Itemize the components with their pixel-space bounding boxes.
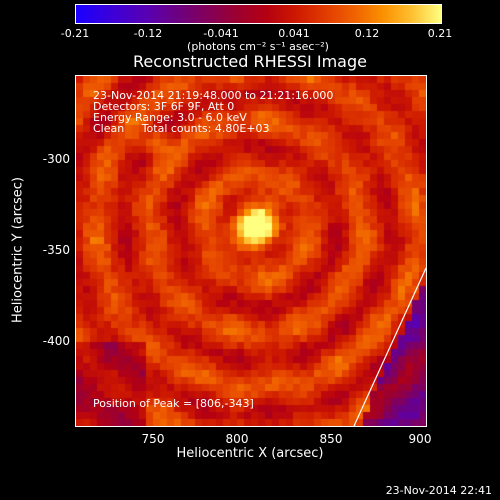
annotation-detectors: Detectors: 3F 6F 9F, Att 0 xyxy=(93,100,235,113)
plot-area xyxy=(75,75,427,427)
colorbar-tick: 0.12 xyxy=(354,27,380,40)
colorbar-tick: -0.12 xyxy=(133,27,163,40)
colorbar-tick: 0.041 xyxy=(278,27,310,40)
colorbar-tick: 0.21 xyxy=(427,27,453,40)
x-tick-label: 900 xyxy=(408,432,432,446)
overlay xyxy=(353,267,426,426)
annotation-energy-range: Energy Range: 3.0 - 6.0 keV xyxy=(93,111,247,124)
x-tick-label: 750 xyxy=(141,432,165,446)
annotation-peak-position: Position of Peak = [806,-343] xyxy=(93,397,254,410)
plot-timestamp: 23-Nov-2014 22:41 xyxy=(385,484,492,497)
heatmap-image xyxy=(76,76,426,426)
colorbar-units: (photons cm⁻² s⁻¹ asec⁻²) xyxy=(187,40,329,53)
chart-title: Reconstructed RHESSI Image xyxy=(133,52,367,71)
colorbar xyxy=(75,4,442,24)
y-tick-label: -400 xyxy=(42,334,70,348)
colorbar-tick: -0.21 xyxy=(60,27,90,40)
annotation-time-range: 23-Nov-2014 21:19:48.000 to 21:21:16.000 xyxy=(93,89,334,102)
x-tick-label: 800 xyxy=(225,432,249,446)
solar-limb-line xyxy=(353,267,426,426)
y-axis-label: Heliocentric Y (arcsec) xyxy=(10,177,26,323)
colorbar-tick: -0.041 xyxy=(203,27,239,40)
annotation-algorithm-counts: Clean Total counts: 4.80E+03 xyxy=(93,122,270,135)
y-tick-label: -350 xyxy=(42,243,70,257)
y-tick-label: -300 xyxy=(42,152,70,166)
x-tick-label: 850 xyxy=(319,432,343,446)
x-axis-label: Heliocentric X (arcsec) xyxy=(176,446,324,461)
